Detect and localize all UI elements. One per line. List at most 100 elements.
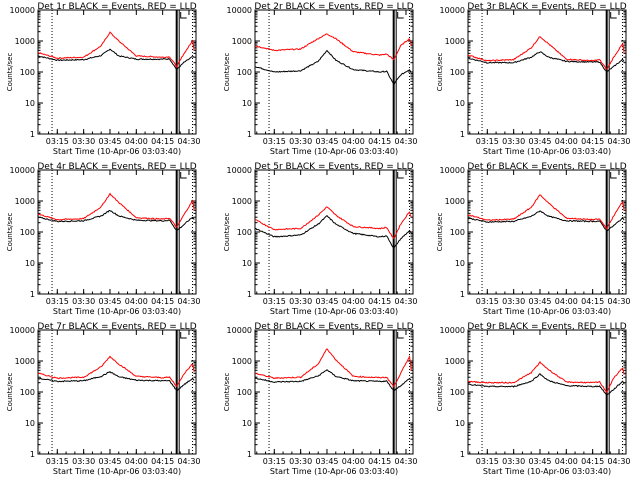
- y-tick-label: 1: [460, 450, 465, 459]
- y-tick-label: 100: [450, 388, 465, 397]
- x-tick-label: 03:30: [502, 137, 525, 146]
- y-tick-label: 10: [242, 419, 252, 428]
- x-tick-label: 04:00: [342, 457, 365, 466]
- y-tick-label: 1: [247, 130, 252, 139]
- y-tick-label: 100: [20, 228, 35, 237]
- chart-title: Det 4r BLACK = Events, RED = LLD: [37, 162, 196, 172]
- x-tick-label: 04:00: [125, 457, 148, 466]
- corner-glyph: [610, 332, 617, 339]
- x-tick-label: 03:30: [502, 457, 525, 466]
- x-tick-label: 03:45: [98, 137, 121, 146]
- y-axis-label: Counts/sec: [223, 373, 231, 412]
- y-tick-label: 1: [30, 290, 35, 299]
- chart-title: Det 8r BLACK = Events, RED = LLD: [254, 322, 413, 332]
- chart-panel-5: Det 5r BLACK = Events, RED = LLD 1 10 100 10…: [223, 162, 418, 316]
- x-axis-label: Start Time (10-Apr-06 03:03:40): [270, 147, 398, 156]
- y-tick-label: 10000: [10, 166, 35, 175]
- plot-frame: [467, 169, 627, 295]
- x-tick-label: 04:15: [368, 457, 391, 466]
- corner-glyph: [397, 12, 404, 19]
- x-tick-label: 03:15: [46, 297, 69, 306]
- corner-glyph: [180, 172, 187, 179]
- y-tick-label: 10: [25, 419, 35, 428]
- chart-title: Det 3r BLACK = Events, RED = LLD: [467, 2, 626, 12]
- x-tick-label: 04:30: [177, 137, 200, 146]
- x-tick-label: 03:15: [46, 137, 69, 146]
- chart-panel-7: Det 7r BLACK = Events, RED = LLD 1 10 100 10…: [6, 322, 201, 476]
- x-axis-label: Start Time (10-Apr-06 03:03:40): [483, 467, 611, 476]
- y-tick-label: 10: [242, 259, 252, 268]
- y-tick-label: 1: [247, 450, 252, 459]
- chart-title: Det 6r BLACK = Events, RED = LLD: [467, 162, 626, 172]
- chart-panel-2: Det 2r BLACK = Events, RED = LLD 1 10 100 10…: [223, 2, 418, 156]
- y-tick-label: 10000: [227, 166, 252, 175]
- x-tick-label: 03:30: [289, 137, 312, 146]
- x-tick-label: 04:15: [368, 297, 391, 306]
- x-tick-label: 04:15: [151, 297, 174, 306]
- x-axis-label: Start Time (10-Apr-06 03:03:40): [53, 467, 181, 476]
- y-tick-label: 10: [455, 419, 465, 428]
- series-line-lld: [467, 360, 625, 394]
- y-tick-label: 1000: [232, 357, 252, 366]
- y-tick-label: 10000: [440, 6, 465, 15]
- series-line-events: [38, 371, 195, 392]
- y-tick-label: 100: [237, 68, 252, 77]
- y-tick-label: 100: [237, 228, 252, 237]
- x-tick-label: 04:30: [394, 297, 417, 306]
- series-line-events: [467, 51, 625, 73]
- x-tick-label: 03:15: [263, 297, 286, 306]
- y-tick-label: 100: [237, 388, 252, 397]
- x-tick-label: 04:15: [151, 137, 174, 146]
- x-tick-label: 04:30: [177, 457, 200, 466]
- y-tick-label: 10000: [227, 6, 252, 15]
- y-tick-label: 1: [247, 290, 252, 299]
- series-line-events: [37, 209, 195, 232]
- y-tick-label: 1000: [232, 197, 252, 206]
- series-line-lld: [37, 31, 195, 69]
- x-tick-label: 04:30: [394, 457, 417, 466]
- x-tick-label: 04:30: [607, 457, 630, 466]
- chart-panel-3: Det 3r BLACK = Events, RED = LLD 1 10 100 10…: [436, 2, 631, 156]
- y-tick-label: 10000: [10, 6, 35, 15]
- corner-glyph: [180, 332, 187, 339]
- x-tick-label: 03:15: [263, 137, 286, 146]
- plot-frame: [37, 169, 197, 295]
- y-axis-label: Counts/sec: [223, 53, 231, 92]
- chart-panel-4: Det 4r BLACK = Events, RED = LLD 1 10 100 10…: [6, 162, 201, 316]
- corner-glyph: [610, 172, 617, 179]
- y-tick-label: 1: [460, 130, 465, 139]
- x-tick-label: 03:15: [476, 457, 499, 466]
- y-tick-label: 10: [25, 259, 35, 268]
- x-tick-label: 04:15: [581, 457, 604, 466]
- x-tick-label: 03:15: [476, 137, 499, 146]
- x-tick-label: 04:00: [342, 137, 365, 146]
- x-tick-label: 04:15: [151, 457, 174, 466]
- y-tick-label: 10: [242, 99, 252, 108]
- x-tick-label: 04:00: [555, 137, 578, 146]
- series-line-events: [254, 369, 412, 392]
- y-tick-label: 100: [450, 228, 465, 237]
- x-tick-label: 03:45: [315, 137, 338, 146]
- y-tick-label: 1000: [445, 197, 465, 206]
- y-tick-label: 1: [30, 450, 35, 459]
- x-tick-label: 03:15: [263, 457, 286, 466]
- chart-title: Det 9r BLACK = Events, RED = LLD: [467, 322, 626, 332]
- series-line-lld: [37, 192, 195, 228]
- x-tick-label: 04:30: [607, 137, 630, 146]
- plot-frame: [467, 329, 627, 455]
- y-axis-label: Counts/sec: [6, 53, 14, 92]
- series-line-lld: [37, 355, 195, 388]
- y-tick-label: 100: [20, 68, 35, 77]
- y-tick-label: 1000: [445, 37, 465, 46]
- y-tick-label: 1000: [232, 37, 252, 46]
- x-axis-label: Start Time (10-Apr-06 03:03:40): [53, 307, 181, 316]
- y-tick-label: 100: [450, 68, 465, 77]
- series-line-events: [467, 373, 625, 396]
- y-axis-label: Counts/sec: [436, 373, 444, 412]
- chart-panel-1: Det 1r BLACK = Events, RED = LLD 1 10 100 10…: [6, 2, 201, 156]
- plot-frame: [37, 329, 197, 455]
- x-axis-label: Start Time (10-Apr-06 03:03:40): [270, 307, 398, 316]
- corner-glyph: [610, 12, 617, 19]
- y-tick-label: 1: [30, 130, 35, 139]
- x-tick-label: 03:30: [72, 137, 95, 146]
